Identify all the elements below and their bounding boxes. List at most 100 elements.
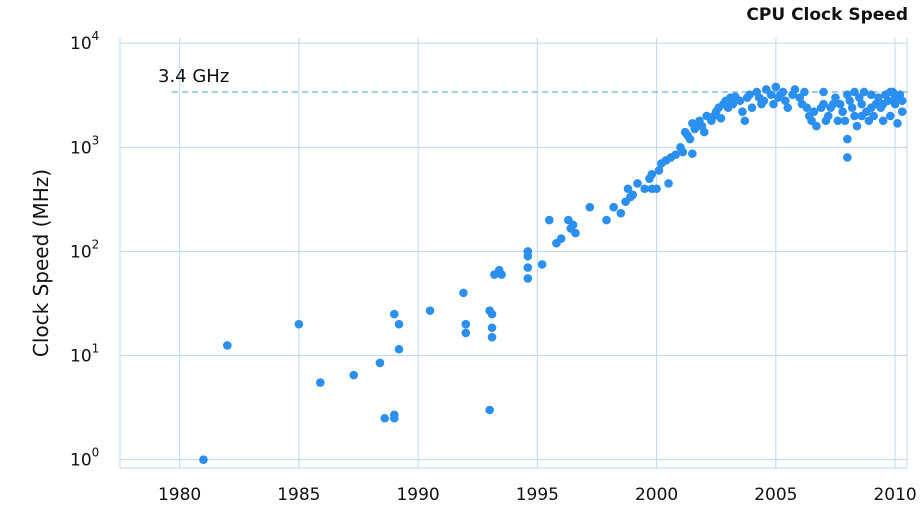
- data-point: [602, 215, 611, 225]
- data-point: [349, 370, 359, 380]
- data-point: [845, 96, 855, 106]
- data-point: [833, 116, 843, 126]
- data-point: [616, 208, 626, 218]
- data-point: [790, 85, 800, 94]
- data-point: [389, 309, 399, 319]
- x-tick-label: 1980: [158, 485, 201, 505]
- data-point: [838, 107, 847, 116]
- data-point: [394, 344, 404, 354]
- data-point: [652, 184, 661, 194]
- data-point: [809, 107, 819, 116]
- data-point: [850, 87, 859, 97]
- data-point: [487, 323, 497, 333]
- data-point: [843, 134, 852, 144]
- data-point: [886, 87, 895, 97]
- data-point: [819, 99, 828, 109]
- data-point: [678, 147, 688, 157]
- data-point: [897, 96, 907, 106]
- data-point: [654, 166, 664, 175]
- data-point: [812, 121, 821, 131]
- data-point: [640, 184, 649, 194]
- data-point: [728, 99, 738, 109]
- data-point: [869, 111, 878, 121]
- data-point: [855, 93, 864, 102]
- x-tick-label: 2000: [635, 485, 678, 505]
- grid: [119, 38, 908, 469]
- data-point: [628, 190, 638, 200]
- data-point: [850, 111, 859, 121]
- y-tick-label: 100: [70, 446, 99, 471]
- data-point: [783, 103, 793, 113]
- data-point: [742, 93, 752, 102]
- data-point: [878, 116, 888, 126]
- y-tick-label: 103: [70, 133, 99, 158]
- data-point: [874, 93, 883, 102]
- data-point: [585, 202, 595, 212]
- data-point: [316, 378, 325, 387]
- data-point: [828, 99, 838, 109]
- data-point: [866, 90, 876, 100]
- data-point: [523, 251, 533, 261]
- data-point: [852, 121, 862, 131]
- data-point: [847, 103, 857, 113]
- data-point: [223, 341, 232, 350]
- data-point: [461, 328, 471, 338]
- data-point: [819, 87, 828, 97]
- data-point: [389, 410, 399, 420]
- data-point: [523, 263, 533, 272]
- data-point: [824, 111, 833, 121]
- data-point: [776, 90, 785, 100]
- data-point: [380, 413, 390, 423]
- data-point: [623, 184, 633, 194]
- data-point: [671, 150, 680, 159]
- data-point: [740, 116, 750, 126]
- data-point: [609, 202, 618, 212]
- data-point: [893, 119, 902, 128]
- data-point: [890, 93, 900, 102]
- y-axis-ticks: 100 101 102 103 104: [70, 29, 99, 470]
- y-tick-label: 101: [70, 342, 99, 367]
- x-tick-label: 1985: [277, 485, 320, 505]
- data-point: [800, 87, 809, 97]
- data-point: [857, 99, 866, 109]
- data-point: [709, 111, 719, 121]
- data-point: [738, 107, 747, 116]
- data-point: [568, 220, 578, 230]
- data-point: [843, 153, 852, 162]
- data-point: [781, 96, 790, 106]
- data-point: [757, 99, 766, 109]
- data-point: [487, 332, 497, 342]
- x-axis-ticks: 1980 1985 1990 1995 2000 2005 2010: [158, 485, 917, 505]
- data-point: [556, 234, 566, 243]
- data-point: [890, 99, 900, 109]
- data-point: [537, 260, 547, 269]
- data-point: [523, 274, 533, 283]
- data-point: [692, 121, 702, 131]
- data-point: [878, 99, 888, 109]
- data-point: [544, 215, 554, 225]
- data-point: [859, 87, 869, 97]
- data-point: [664, 179, 673, 188]
- x-tick-label: 2010: [873, 485, 916, 505]
- data-point: [769, 99, 778, 109]
- data-point: [699, 127, 709, 137]
- data-point: [375, 358, 385, 368]
- data-point: [886, 111, 895, 121]
- data-points: [199, 82, 907, 464]
- data-point: [840, 116, 850, 126]
- data-point: [487, 309, 497, 319]
- data-point: [461, 319, 471, 329]
- data-point: [647, 170, 657, 179]
- data-point: [685, 134, 695, 144]
- data-point: [866, 103, 876, 113]
- data-point: [716, 113, 726, 123]
- data-point: [633, 179, 642, 188]
- chart-title: CPU Clock Speed: [746, 5, 908, 25]
- y-tick-label: 104: [70, 29, 99, 54]
- y-axis-label: Clock Speed (MHz): [29, 169, 53, 357]
- data-point: [688, 149, 697, 158]
- x-tick-label: 2005: [754, 485, 797, 505]
- data-point: [497, 270, 506, 279]
- data-point: [766, 90, 776, 100]
